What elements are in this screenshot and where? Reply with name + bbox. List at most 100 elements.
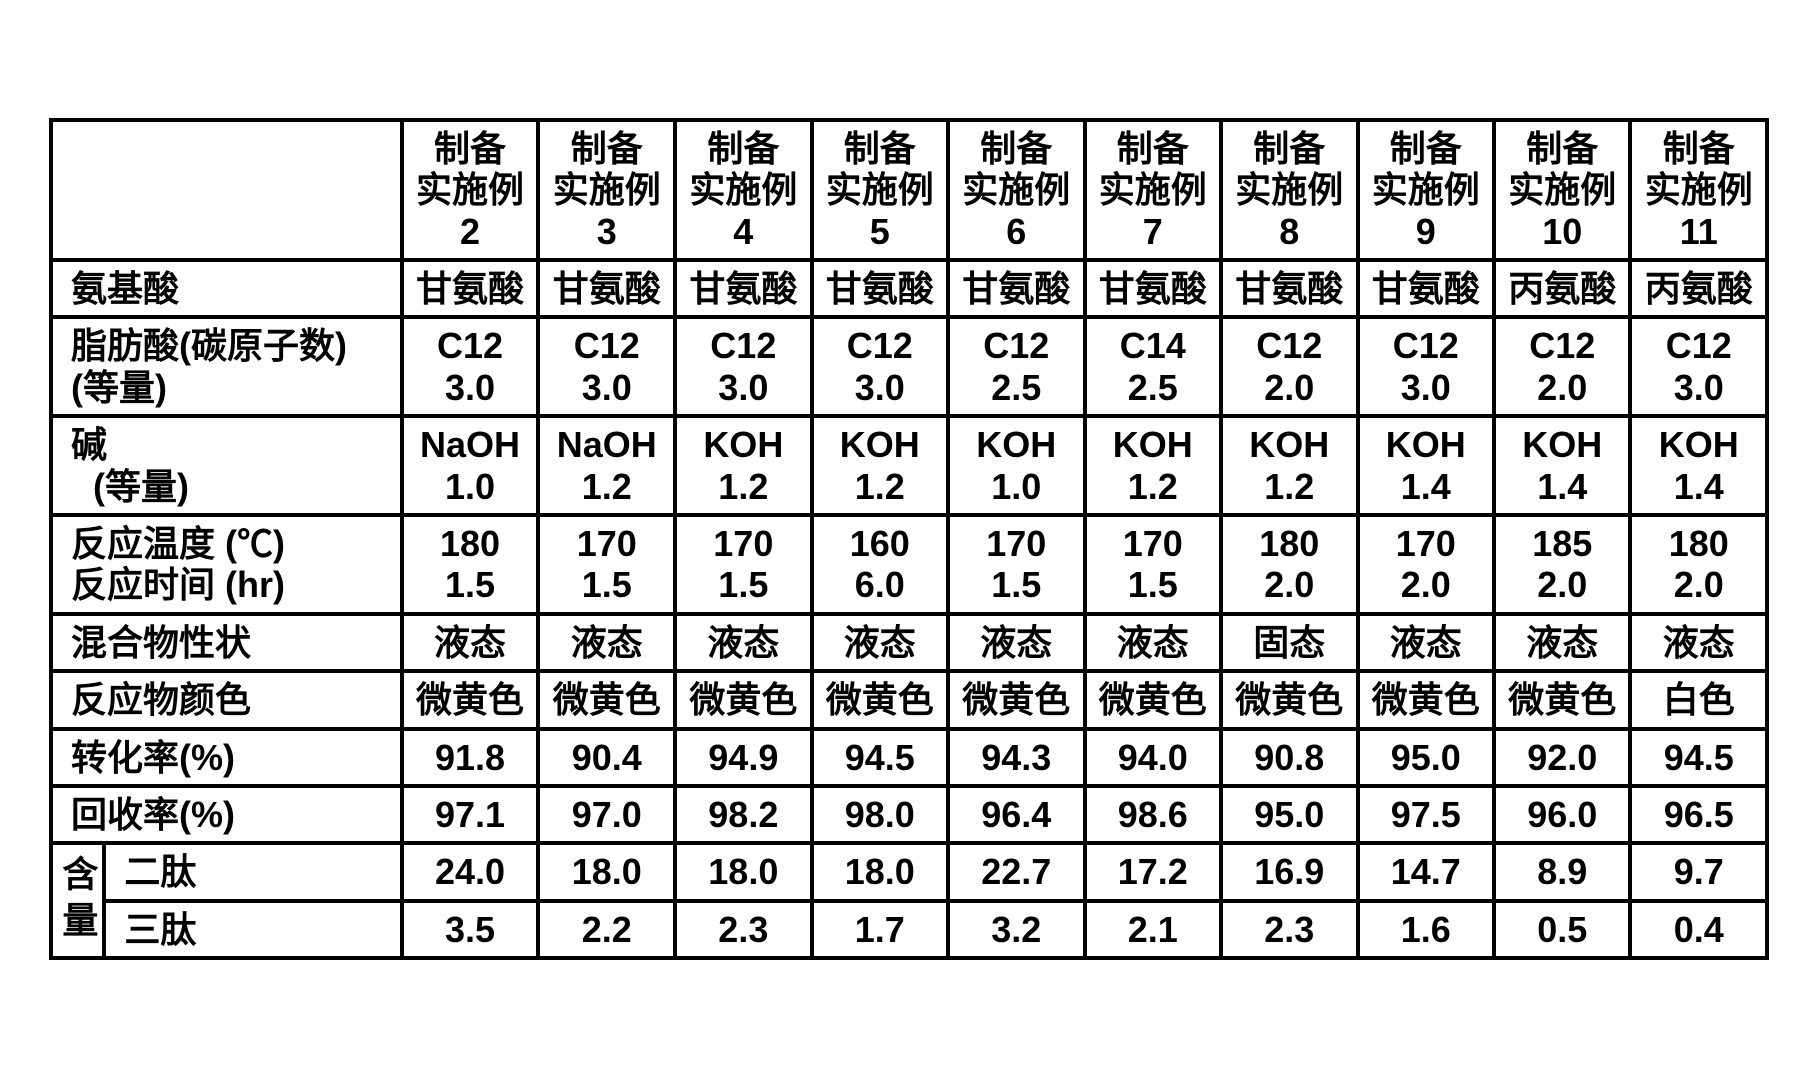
cell: 甘氨酸 (1085, 260, 1221, 317)
cell: 3.5 (402, 901, 539, 958)
cell: KOH1.2 (812, 416, 948, 515)
row-label: 反应温度 (℃) 反应时间 (hr) (51, 515, 402, 614)
cell: 0.4 (1630, 901, 1767, 958)
cell: 94.5 (812, 729, 948, 786)
cell: 9.7 (1630, 843, 1767, 900)
cell: 丙氨酸 (1630, 260, 1767, 317)
cell: C142.5 (1085, 317, 1221, 416)
cell: 90.8 (1221, 729, 1357, 786)
row-alkali: 碱 (等量) NaOH1.0 NaOH1.2 KOH1.2 KOH1.2 KOH… (51, 416, 1767, 515)
cell: 甘氨酸 (1358, 260, 1494, 317)
header-blank (51, 120, 402, 260)
cell: 液态 (538, 614, 675, 671)
col-header: 制备 实施例 10 (1494, 120, 1630, 260)
row-label: 混合物性状 (51, 614, 402, 671)
cell: 微黄色 (675, 671, 811, 728)
cell: 甘氨酸 (812, 260, 948, 317)
row-label: 回收率(%) (51, 786, 402, 843)
cell: 液态 (1358, 614, 1494, 671)
cell: KOH1.2 (675, 416, 811, 515)
cell: 3.2 (948, 901, 1084, 958)
experiment-table: 制备 实施例 2 制备 实施例 3 制备 实施例 4 制备 实施例 5 制备 实… (49, 118, 1769, 960)
cell: 91.8 (402, 729, 539, 786)
cell: 1701.5 (538, 515, 675, 614)
cell: 液态 (948, 614, 1084, 671)
cell: 1801.5 (402, 515, 539, 614)
cell: 甘氨酸 (1221, 260, 1357, 317)
cell: 微黄色 (1494, 671, 1630, 728)
cell: 甘氨酸 (948, 260, 1084, 317)
cell: 94.9 (675, 729, 811, 786)
col-header: 制备 实施例 8 (1221, 120, 1357, 260)
col-header: 制备 实施例 11 (1630, 120, 1767, 260)
col-header: 制备 实施例 7 (1085, 120, 1221, 260)
cell: 液态 (675, 614, 811, 671)
cell: 94.0 (1085, 729, 1221, 786)
cell: 97.5 (1358, 786, 1494, 843)
cell: 14.7 (1358, 843, 1494, 900)
cell: 1852.0 (1494, 515, 1630, 614)
cell: C123.0 (812, 317, 948, 416)
cell: 0.5 (1494, 901, 1630, 958)
row-label: 三肽 (104, 901, 401, 958)
cell: 微黄色 (812, 671, 948, 728)
col-header: 制备 实施例 2 (402, 120, 539, 260)
cell: 2.2 (538, 901, 675, 958)
cell: 96.4 (948, 786, 1084, 843)
cell: 16.9 (1221, 843, 1357, 900)
cell: 1.6 (1358, 901, 1494, 958)
cell: 液态 (1085, 614, 1221, 671)
cell: 18.0 (538, 843, 675, 900)
cell: 98.6 (1085, 786, 1221, 843)
col-header: 制备 实施例 4 (675, 120, 811, 260)
cell: KOH1.0 (948, 416, 1084, 515)
cell: C123.0 (1630, 317, 1767, 416)
cell: 8.9 (1494, 843, 1630, 900)
cell: 微黄色 (1085, 671, 1221, 728)
col-header: 制备 实施例 6 (948, 120, 1084, 260)
cell: 96.0 (1494, 786, 1630, 843)
cell: 92.0 (1494, 729, 1630, 786)
cell: C122.0 (1494, 317, 1630, 416)
row-label: 反应物颜色 (51, 671, 402, 728)
cell: NaOH1.0 (402, 416, 539, 515)
row-mixture-state: 混合物性状 液态 液态 液态 液态 液态 液态 固态 液态 液态 液态 (51, 614, 1767, 671)
cell: 97.1 (402, 786, 539, 843)
cell: 微黄色 (538, 671, 675, 728)
cell: 94.5 (1630, 729, 1767, 786)
col-header: 制备 实施例 9 (1358, 120, 1494, 260)
cell: 94.3 (948, 729, 1084, 786)
cell: C123.0 (402, 317, 539, 416)
row-amino-acid: 氨基酸 甘氨酸 甘氨酸 甘氨酸 甘氨酸 甘氨酸 甘氨酸 甘氨酸 甘氨酸 丙氨酸 … (51, 260, 1767, 317)
cell: 白色 (1630, 671, 1767, 728)
cell: C123.0 (538, 317, 675, 416)
cell: 微黄色 (1358, 671, 1494, 728)
cell: 1.7 (812, 901, 948, 958)
cell: 17.2 (1085, 843, 1221, 900)
cell: 液态 (1630, 614, 1767, 671)
cell: 微黄色 (948, 671, 1084, 728)
row-temp-time: 反应温度 (℃) 反应时间 (hr) 1801.5 1701.5 1701.5 … (51, 515, 1767, 614)
group-label-content: 含量 (51, 843, 104, 958)
cell: 1606.0 (812, 515, 948, 614)
row-reactant-color: 反应物颜色 微黄色 微黄色 微黄色 微黄色 微黄色 微黄色 微黄色 微黄色 微黄… (51, 671, 1767, 728)
cell: KOH1.4 (1494, 416, 1630, 515)
cell: 1702.0 (1358, 515, 1494, 614)
cell: 甘氨酸 (402, 260, 539, 317)
cell: 1701.5 (948, 515, 1084, 614)
row-label: 二肽 (104, 843, 401, 900)
cell: C122.5 (948, 317, 1084, 416)
cell: 90.4 (538, 729, 675, 786)
cell: 18.0 (812, 843, 948, 900)
cell: 2.1 (1085, 901, 1221, 958)
cell: 液态 (812, 614, 948, 671)
row-dipeptide: 含量 二肽 24.0 18.0 18.0 18.0 22.7 17.2 16.9… (51, 843, 1767, 900)
cell: 甘氨酸 (538, 260, 675, 317)
cell: 1701.5 (675, 515, 811, 614)
col-header: 制备 实施例 5 (812, 120, 948, 260)
cell: 98.0 (812, 786, 948, 843)
row-label: 转化率(%) (51, 729, 402, 786)
cell: C123.0 (1358, 317, 1494, 416)
cell: KOH1.4 (1630, 416, 1767, 515)
cell: 液态 (402, 614, 539, 671)
